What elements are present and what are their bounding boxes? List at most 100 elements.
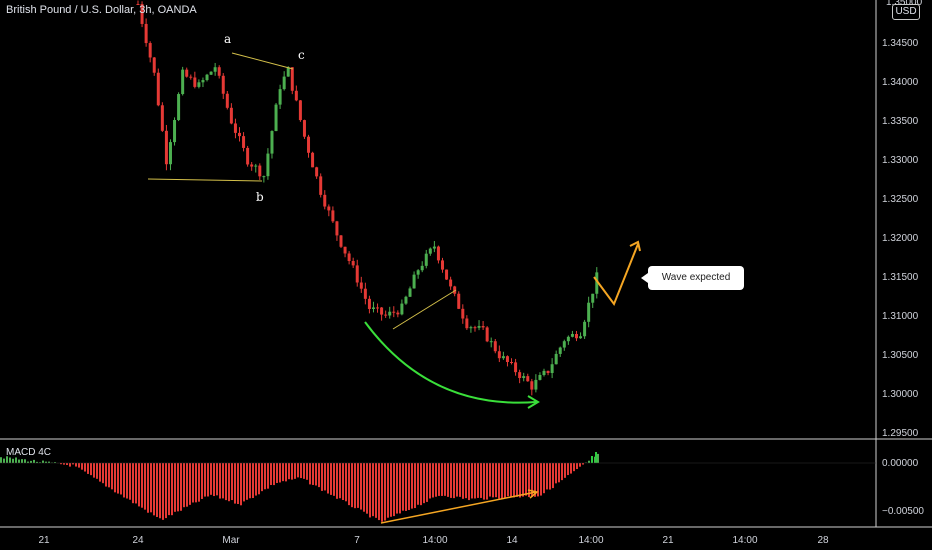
macd-bar bbox=[39, 462, 41, 463]
point-label-a: a bbox=[224, 32, 232, 46]
price-tick-label: 1.29500 bbox=[882, 428, 919, 439]
time-tick-label: 14 bbox=[506, 535, 518, 546]
macd-bar bbox=[372, 463, 374, 517]
macd-bar bbox=[174, 463, 176, 512]
candle-body bbox=[221, 75, 225, 94]
macd-bar bbox=[336, 463, 338, 499]
macd-bar bbox=[330, 463, 332, 495]
indicator-label[interactable]: MACD 4C bbox=[6, 447, 52, 458]
candlestick-series bbox=[136, 0, 599, 396]
macd-bar bbox=[165, 463, 167, 519]
macd-bar bbox=[573, 463, 575, 472]
candle-body bbox=[278, 89, 282, 105]
candle-body bbox=[331, 210, 335, 222]
macd-bar bbox=[147, 463, 149, 513]
macd-bar bbox=[222, 463, 224, 499]
candle-body bbox=[173, 120, 177, 143]
candle-body bbox=[558, 347, 562, 354]
price-tick-label: 1.30000 bbox=[882, 389, 919, 400]
candle-body bbox=[193, 77, 197, 87]
candle-body bbox=[489, 341, 493, 343]
macd-bar bbox=[507, 463, 509, 497]
macd-bar bbox=[312, 463, 314, 485]
wave-expected-callout[interactable]: Wave expected bbox=[641, 266, 744, 290]
macd-bar bbox=[369, 463, 371, 518]
macd-bar bbox=[537, 463, 539, 497]
macd-bar bbox=[306, 463, 308, 480]
macd-bar bbox=[81, 463, 83, 470]
macd-bar bbox=[48, 461, 50, 463]
candle-body bbox=[493, 341, 497, 352]
price-axis[interactable]: 1.34500 1.34000 1.33500 1.33000 1.32500 1.320… bbox=[882, 0, 924, 517]
candle-body bbox=[246, 147, 250, 165]
currency-button[interactable]: USD bbox=[892, 4, 920, 20]
macd-bar bbox=[534, 463, 536, 497]
macd-bar bbox=[483, 463, 485, 500]
candle-body bbox=[546, 370, 550, 373]
macd-bar bbox=[378, 463, 380, 521]
candle-body bbox=[250, 164, 254, 167]
candle-body bbox=[327, 206, 331, 211]
macd-bar bbox=[111, 463, 113, 490]
macd-bar bbox=[12, 458, 14, 463]
macd-bar bbox=[519, 463, 521, 498]
macd-divergence-line bbox=[380, 491, 537, 524]
macd-bar bbox=[198, 463, 200, 502]
candle-body bbox=[302, 120, 306, 137]
macd-bar bbox=[309, 463, 311, 485]
candle-body bbox=[380, 307, 384, 315]
wave-projection bbox=[593, 243, 639, 307]
macd-bar bbox=[510, 463, 512, 497]
candle-body bbox=[526, 376, 530, 382]
candle-body bbox=[481, 326, 485, 328]
price-tick-label: 1.32000 bbox=[882, 233, 919, 244]
macd-bar bbox=[294, 463, 296, 479]
macd-bar bbox=[21, 459, 23, 463]
candle-body bbox=[501, 356, 505, 359]
chart-title: British Pound / U.S. Dollar, 3h, OANDA bbox=[6, 4, 197, 16]
macd-bar bbox=[522, 463, 524, 497]
price-tick-label: 1.34500 bbox=[882, 38, 919, 49]
candle-body bbox=[168, 142, 172, 165]
macd-bar bbox=[303, 463, 305, 479]
macd-bar bbox=[342, 463, 344, 501]
macd-bar bbox=[408, 463, 410, 511]
macd-bar bbox=[459, 463, 461, 497]
macd-bar bbox=[30, 460, 32, 463]
macd-bar bbox=[201, 463, 203, 499]
macd-bar bbox=[54, 462, 56, 463]
candle-body bbox=[469, 327, 473, 329]
candle-body bbox=[400, 303, 404, 315]
candle-body bbox=[274, 104, 278, 132]
candle-body bbox=[416, 270, 420, 275]
macd-bar bbox=[399, 463, 401, 514]
candle-body bbox=[550, 364, 554, 373]
time-axis[interactable]: 21 24 Mar 7 14:00 14 14:00 21 14:00 28 bbox=[38, 535, 829, 546]
candle-body bbox=[298, 100, 302, 121]
macd-bar bbox=[192, 463, 194, 503]
macd-bar bbox=[495, 463, 497, 498]
macd-bar bbox=[282, 463, 284, 482]
macd-bar bbox=[207, 463, 209, 497]
trend-line-wave bbox=[392, 289, 457, 330]
macd-bar bbox=[204, 463, 206, 497]
macd-bar bbox=[231, 463, 233, 501]
drawings bbox=[147, 52, 641, 524]
macd-bar bbox=[471, 463, 473, 499]
macd-bar bbox=[180, 463, 182, 511]
candle-body bbox=[152, 57, 156, 73]
time-tick-label: Mar bbox=[222, 535, 240, 546]
candle-body bbox=[518, 372, 522, 379]
macd-bar bbox=[60, 463, 62, 465]
macd-bar bbox=[78, 463, 80, 468]
candle-body bbox=[384, 314, 388, 316]
macd-bar bbox=[426, 463, 428, 502]
candle-body bbox=[396, 312, 400, 315]
macd-bar bbox=[579, 463, 581, 467]
macd-bar bbox=[348, 463, 350, 506]
price-tick-label: 1.31000 bbox=[882, 311, 919, 322]
point-label-c: c bbox=[298, 48, 305, 62]
candle-body bbox=[343, 246, 347, 254]
candle-body bbox=[217, 67, 221, 76]
